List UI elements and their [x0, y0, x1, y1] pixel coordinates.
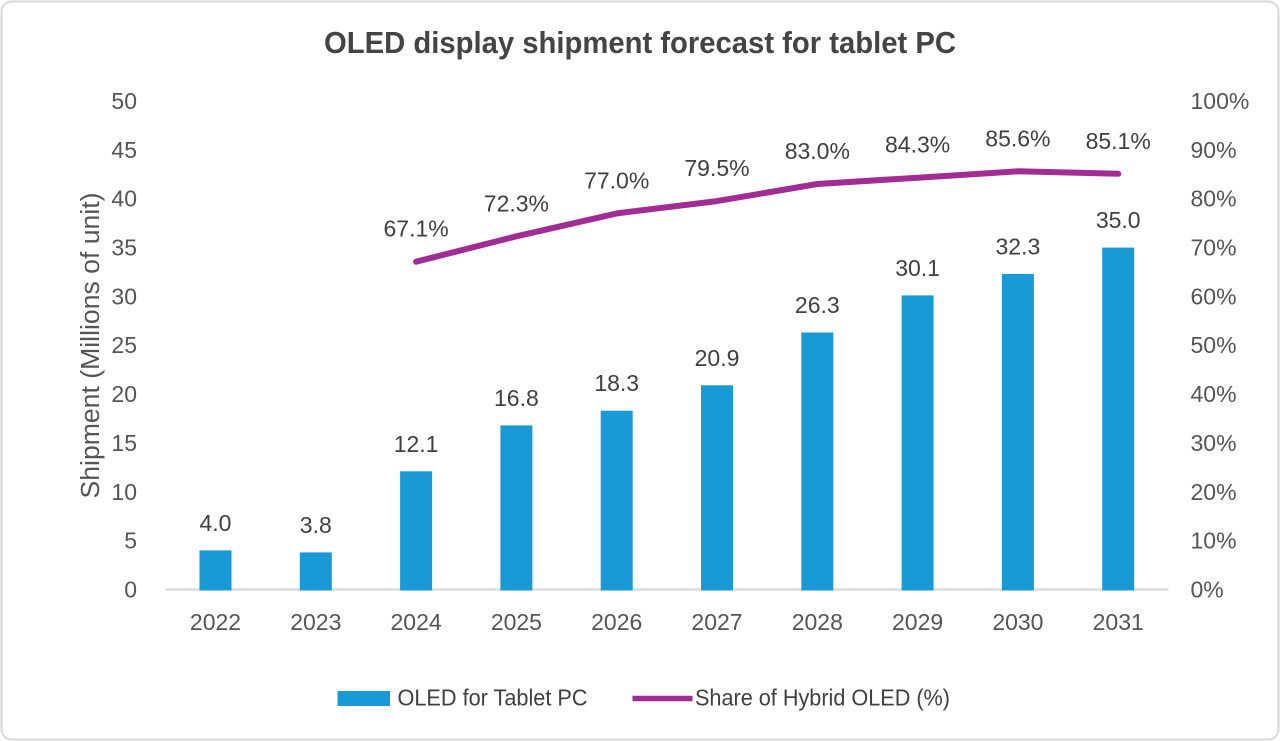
svg-text:3.8: 3.8: [300, 512, 332, 538]
svg-text:16.8: 16.8: [494, 385, 539, 411]
svg-text:4.0: 4.0: [200, 510, 232, 536]
svg-text:2022: 2022: [190, 609, 241, 635]
svg-text:60%: 60%: [1191, 283, 1237, 309]
svg-text:85.6%: 85.6%: [985, 125, 1050, 151]
svg-text:72.3%: 72.3%: [484, 190, 549, 216]
svg-text:12.1: 12.1: [394, 431, 439, 457]
svg-text:79.5%: 79.5%: [684, 155, 749, 181]
svg-text:100%: 100%: [1191, 88, 1250, 114]
svg-text:OLED display shipment forecast: OLED display shipment forecast for table…: [324, 25, 956, 60]
svg-text:5: 5: [124, 528, 137, 554]
svg-text:30: 30: [111, 283, 137, 309]
svg-text:15: 15: [111, 430, 137, 456]
svg-text:40: 40: [111, 186, 137, 212]
svg-text:2027: 2027: [691, 609, 742, 635]
svg-text:20.9: 20.9: [695, 345, 740, 371]
svg-text:50: 50: [111, 88, 137, 114]
svg-text:2024: 2024: [391, 609, 442, 635]
svg-text:25: 25: [111, 332, 137, 358]
svg-text:OLED for Tablet PC: OLED for Tablet PC: [398, 685, 588, 711]
svg-text:30.1: 30.1: [895, 255, 940, 281]
svg-text:2026: 2026: [591, 609, 642, 635]
svg-text:Share of Hybrid OLED (%): Share of Hybrid OLED (%): [695, 685, 950, 711]
svg-text:2031: 2031: [1093, 609, 1144, 635]
svg-text:20%: 20%: [1191, 479, 1237, 505]
svg-text:0: 0: [124, 577, 137, 603]
svg-text:45: 45: [111, 137, 137, 163]
svg-text:2028: 2028: [792, 609, 843, 635]
svg-text:0%: 0%: [1191, 577, 1224, 603]
svg-text:90%: 90%: [1191, 137, 1237, 163]
svg-text:77.0%: 77.0%: [584, 167, 649, 193]
svg-text:70%: 70%: [1191, 235, 1237, 261]
svg-text:2029: 2029: [892, 609, 943, 635]
svg-text:2025: 2025: [491, 609, 542, 635]
svg-text:84.3%: 84.3%: [885, 132, 950, 158]
svg-text:35.0: 35.0: [1096, 207, 1141, 233]
svg-text:50%: 50%: [1191, 332, 1237, 358]
svg-text:2030: 2030: [992, 609, 1043, 635]
svg-text:20: 20: [111, 381, 137, 407]
svg-text:18.3: 18.3: [594, 370, 639, 396]
svg-text:10: 10: [111, 479, 137, 505]
svg-text:80%: 80%: [1191, 186, 1237, 212]
svg-text:67.1%: 67.1%: [383, 216, 448, 242]
svg-text:32.3: 32.3: [996, 233, 1041, 259]
svg-text:30%: 30%: [1191, 430, 1237, 456]
svg-text:2023: 2023: [290, 609, 341, 635]
svg-text:10%: 10%: [1191, 528, 1237, 554]
svg-text:26.3: 26.3: [795, 292, 840, 318]
svg-text:85.1%: 85.1%: [1086, 128, 1151, 154]
svg-text:40%: 40%: [1191, 381, 1237, 407]
svg-text:Shipment (Millions of unit): Shipment (Millions of unit): [77, 192, 105, 498]
svg-text:83.0%: 83.0%: [785, 138, 850, 164]
svg-text:35: 35: [111, 235, 137, 261]
